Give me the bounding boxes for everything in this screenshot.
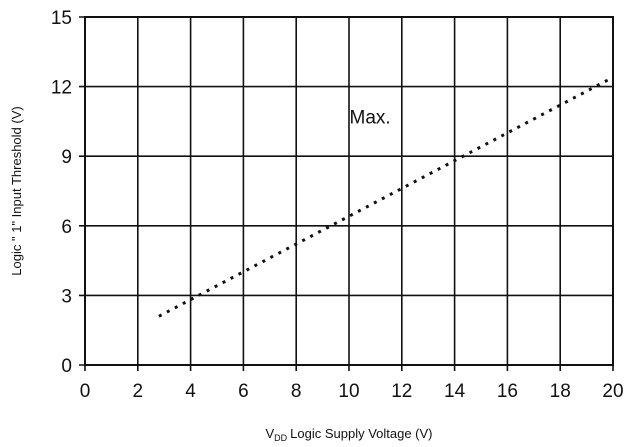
- y-tick-labels: 0 3 6 9 12 15: [51, 8, 72, 377]
- x-tick-label: 18: [550, 381, 571, 402]
- x-tick-label: 4: [185, 381, 196, 402]
- x-tick-label: 6: [238, 381, 249, 402]
- x-tick-label: 0: [80, 381, 91, 402]
- x-tick-label: 16: [497, 381, 518, 402]
- grid: [79, 16, 614, 371]
- y-tick-label: 3: [61, 286, 72, 307]
- x-tick-label: 8: [291, 381, 302, 402]
- x-tick-label: 14: [444, 381, 466, 402]
- y-axis-label: Logic " 1" Input Threshold (V): [9, 106, 24, 275]
- x-tick-label: 10: [338, 381, 359, 402]
- y-tick-label: 0: [61, 356, 72, 377]
- x-axis-label: VDD Logic Supply Voltage (V): [265, 426, 432, 443]
- annotation-label: Max.: [350, 108, 391, 129]
- y-tick-label: 12: [51, 78, 72, 99]
- x-tick-label: 2: [133, 381, 144, 402]
- x-tick-label: 12: [391, 381, 412, 402]
- x-tick-labels: 0 2 4 6 8 10 12 14 16 18 20: [80, 381, 624, 402]
- annotations: Max.: [350, 108, 391, 129]
- x-tick-label: 20: [602, 381, 623, 402]
- y-tick-label: 15: [51, 8, 72, 29]
- y-tick-label: 6: [61, 217, 72, 238]
- y-tick-label: 9: [61, 147, 72, 168]
- plot-frame: [84, 16, 614, 366]
